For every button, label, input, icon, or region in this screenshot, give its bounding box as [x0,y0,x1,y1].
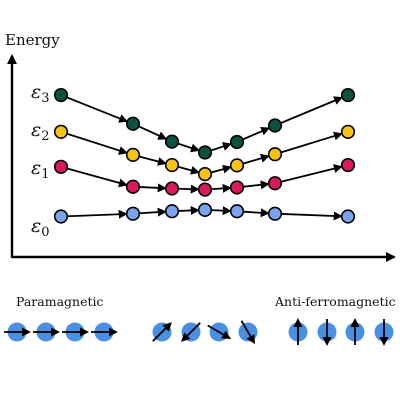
level-0-arrow [139,207,167,217]
phase-label-paramagnetic: Paramagnetic [16,294,104,309]
level-1-point [340,157,356,173]
level-3-point [267,118,283,133]
level-0-arrow [211,206,232,216]
spin-configurations [4,318,394,346]
level-0-point [229,204,245,219]
level-2-point [229,158,245,173]
level-1-arrow [281,164,343,183]
level-1-point [125,179,141,194]
level-3-point [229,134,245,150]
level-0-point [125,206,141,221]
y-axis-title: Energy [5,31,60,49]
level-0-arrow [281,211,343,221]
level-0-arrow [178,205,200,215]
level-series-0 [53,202,356,224]
level-1-point [53,159,69,174]
level-2-arrow [211,164,232,174]
phase-label-anti-ferromagnetic: Anti-ferromagnetic [274,294,396,309]
level-3-arrow [138,125,168,140]
level-2-arrow [139,155,167,166]
spin-group-anti-ferromagnetic [288,318,394,346]
level-2-point [164,157,180,173]
spin-arrow [207,324,232,340]
level-series-1 [53,157,356,197]
level-2-point [197,167,213,182]
spin-arrow [152,322,172,342]
level-series-3 [53,87,356,160]
level-1-arrow [67,167,128,188]
level-series-2 [53,124,356,182]
level-3-point [164,134,180,149]
level-1-arrow [178,184,200,194]
spin-group-paramagnetic [4,322,118,342]
level-0-arrow [67,209,128,219]
spin-arrow [240,320,256,345]
level-3-point [197,145,213,160]
level-2-arrow [243,153,270,165]
level-2-point [267,147,283,162]
level-1-point [229,180,245,195]
level-2-point [125,147,141,162]
level-3-point [53,87,69,103]
level-2-point [340,124,356,139]
level-0-point [53,209,69,224]
level-2-arrow [67,133,128,155]
level-labels: ε0 ε1 ε2 ε3 [31,81,49,240]
spin-arrow [181,322,201,342]
level-1-arrow [243,180,270,190]
level-label-2: ε2 [31,119,49,144]
level-0-point [164,204,180,219]
level-0-point [340,209,356,224]
level-0-arrow [243,208,270,218]
level-1-point [164,181,180,196]
spin-group-intermediate [152,320,258,345]
level-3-point [125,116,141,131]
level-1-arrow [211,183,232,193]
level-2-point [53,124,69,139]
level-3-arrow [211,142,232,152]
level-3-arrow [280,96,344,124]
level-label-0: ε0 [31,215,49,240]
level-2-arrow [281,131,343,154]
level-3-arrow [66,96,129,123]
level-1-point [267,176,283,191]
level-3-arrow [178,142,200,153]
energy-levels [53,87,356,224]
level-3-arrow [242,127,271,141]
level-0-point [267,206,283,221]
level-1-point [197,182,213,197]
level-0-point [197,202,213,217]
level-1-arrow [139,183,167,193]
level-2-arrow [178,165,200,175]
level-label-3: ε3 [31,81,49,106]
level-label-1: ε1 [31,157,49,182]
level-3-point [340,87,356,103]
